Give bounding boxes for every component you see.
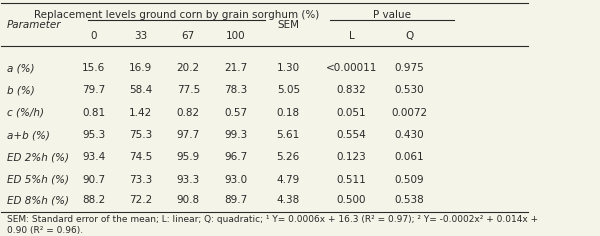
Text: 0.90 (R² = 0.96).: 0.90 (R² = 0.96). bbox=[7, 226, 83, 235]
Text: 1.30: 1.30 bbox=[277, 63, 300, 73]
Text: 5.26: 5.26 bbox=[277, 152, 300, 162]
Text: 97.7: 97.7 bbox=[176, 130, 200, 140]
Text: 0.18: 0.18 bbox=[277, 108, 300, 118]
Text: 1.42: 1.42 bbox=[129, 108, 152, 118]
Text: 58.4: 58.4 bbox=[129, 85, 152, 96]
Text: 15.6: 15.6 bbox=[82, 63, 105, 73]
Text: 0.061: 0.061 bbox=[395, 152, 424, 162]
Text: 0.123: 0.123 bbox=[337, 152, 367, 162]
Text: 0.554: 0.554 bbox=[337, 130, 367, 140]
Text: 4.79: 4.79 bbox=[277, 175, 300, 185]
Text: 5.61: 5.61 bbox=[277, 130, 300, 140]
Text: 89.7: 89.7 bbox=[224, 195, 247, 205]
Text: ED 5%h (%): ED 5%h (%) bbox=[7, 175, 68, 185]
Text: Parameter: Parameter bbox=[7, 20, 61, 30]
Text: 99.3: 99.3 bbox=[224, 130, 247, 140]
Text: 90.8: 90.8 bbox=[177, 195, 200, 205]
Text: 88.2: 88.2 bbox=[82, 195, 105, 205]
Text: 0.051: 0.051 bbox=[337, 108, 366, 118]
Text: 0.975: 0.975 bbox=[395, 63, 424, 73]
Text: 96.7: 96.7 bbox=[224, 152, 247, 162]
Text: 20.2: 20.2 bbox=[177, 63, 200, 73]
Text: 100: 100 bbox=[226, 31, 245, 41]
Text: 0.57: 0.57 bbox=[224, 108, 247, 118]
Text: 4.38: 4.38 bbox=[277, 195, 300, 205]
Text: 79.7: 79.7 bbox=[82, 85, 105, 96]
Text: 0.82: 0.82 bbox=[177, 108, 200, 118]
Text: 0.530: 0.530 bbox=[395, 85, 424, 96]
Text: L: L bbox=[349, 31, 355, 41]
Text: 33: 33 bbox=[134, 31, 148, 41]
Text: c (%/h): c (%/h) bbox=[7, 108, 44, 118]
Text: 0.430: 0.430 bbox=[395, 130, 424, 140]
Text: a (%): a (%) bbox=[7, 63, 34, 73]
Text: 0.500: 0.500 bbox=[337, 195, 366, 205]
Text: a+b (%): a+b (%) bbox=[7, 130, 50, 140]
Text: 75.3: 75.3 bbox=[129, 130, 152, 140]
Text: 21.7: 21.7 bbox=[224, 63, 247, 73]
Text: 74.5: 74.5 bbox=[129, 152, 152, 162]
Text: ED 8%h (%): ED 8%h (%) bbox=[7, 195, 68, 205]
Text: 95.3: 95.3 bbox=[82, 130, 105, 140]
Text: 0.81: 0.81 bbox=[82, 108, 105, 118]
Text: 93.4: 93.4 bbox=[82, 152, 105, 162]
Text: 0.538: 0.538 bbox=[395, 195, 424, 205]
Text: Replacement levels ground corn by grain sorghum (%): Replacement levels ground corn by grain … bbox=[34, 10, 319, 20]
Text: 5.05: 5.05 bbox=[277, 85, 300, 96]
Text: b (%): b (%) bbox=[7, 85, 34, 96]
Text: 67: 67 bbox=[182, 31, 195, 41]
Text: 78.3: 78.3 bbox=[224, 85, 247, 96]
Text: SEM: SEM bbox=[277, 20, 299, 30]
Text: SEM: Standard error of the mean; L: linear; Q: quadratic; ¹ Y= 0.0006x + 16.3 (R: SEM: Standard error of the mean; L: line… bbox=[7, 215, 538, 224]
Text: 93.3: 93.3 bbox=[176, 175, 200, 185]
Text: 0: 0 bbox=[90, 31, 97, 41]
Text: 93.0: 93.0 bbox=[224, 175, 247, 185]
Text: P value: P value bbox=[373, 10, 411, 20]
Text: 0.509: 0.509 bbox=[395, 175, 424, 185]
Text: ED 2%h (%): ED 2%h (%) bbox=[7, 152, 68, 162]
Text: 90.7: 90.7 bbox=[82, 175, 105, 185]
Text: 0.0072: 0.0072 bbox=[391, 108, 427, 118]
Text: 0.511: 0.511 bbox=[337, 175, 367, 185]
Text: Q: Q bbox=[405, 31, 413, 41]
Text: 73.3: 73.3 bbox=[129, 175, 152, 185]
Text: <0.00011: <0.00011 bbox=[326, 63, 377, 73]
Text: 0.832: 0.832 bbox=[337, 85, 367, 96]
Text: 16.9: 16.9 bbox=[129, 63, 152, 73]
Text: 77.5: 77.5 bbox=[176, 85, 200, 96]
Text: 72.2: 72.2 bbox=[129, 195, 152, 205]
Text: 95.9: 95.9 bbox=[176, 152, 200, 162]
